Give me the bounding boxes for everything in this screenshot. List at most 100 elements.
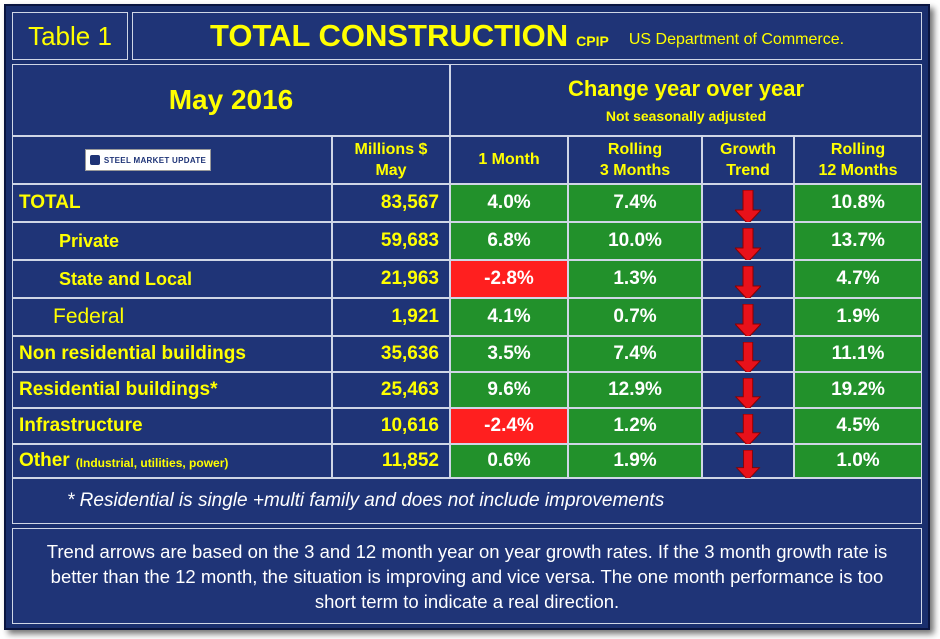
- rolling-12-value: 19.2%: [831, 379, 885, 400]
- logo-cell: STEEL MARKET UPDATE: [12, 136, 332, 184]
- down-arrow-icon: [735, 304, 761, 338]
- row-label-cell: Federal: [12, 298, 332, 336]
- header-rolling-3-line2: 3 Months: [599, 162, 671, 179]
- footnote-cell: * Residential is single +multi family an…: [12, 478, 922, 524]
- one-month-value: 0.6%: [487, 450, 531, 471]
- one-month-cell: 0.6%: [450, 444, 568, 478]
- rolling-3-value: 10.0%: [608, 230, 662, 251]
- row-label-cell: Other (Industrial, utilities, power): [12, 444, 332, 478]
- period-cell: May 2016: [12, 64, 450, 136]
- one-month-value: 4.0%: [487, 192, 531, 213]
- rolling-12-value: 1.9%: [836, 306, 880, 327]
- rolling-12-value: 10.8%: [831, 192, 885, 213]
- rolling-12-cell: 4.7%: [794, 260, 922, 298]
- one-month-value: -2.4%: [484, 415, 534, 436]
- header-growth-trend: Growth Trend: [702, 136, 794, 184]
- one-month-cell: -2.8%: [450, 260, 568, 298]
- row-label-cell: Non residential buildings: [12, 336, 332, 372]
- one-month-cell: 6.8%: [450, 222, 568, 260]
- millions-cell: 35,636: [332, 336, 450, 372]
- row-label-cell: Private: [12, 222, 332, 260]
- down-arrow-icon: [735, 228, 761, 262]
- rolling-3-value: 7.4%: [613, 343, 657, 364]
- millions-cell: 10,616: [332, 408, 450, 444]
- growth-trend-cell: [702, 444, 794, 480]
- row-label-cell: Residential buildings*: [12, 372, 332, 408]
- row-label: Other: [19, 450, 70, 471]
- growth-trend-cell: [702, 184, 794, 224]
- header-rolling-3: Rolling 3 Months: [568, 136, 702, 184]
- header-millions-line1: Millions $: [354, 141, 428, 158]
- adjustment-note: Not seasonally adjusted: [605, 108, 767, 124]
- rolling-12-cell: 4.5%: [794, 408, 922, 444]
- rolling-3-value: 0.7%: [613, 306, 657, 327]
- rolling-12-cell: 1.0%: [794, 444, 922, 478]
- explanation-cell: Trend arrows are based on the 3 and 12 m…: [12, 528, 922, 624]
- rolling-12-value: 1.0%: [836, 450, 880, 471]
- header-rolling-3-line1: Rolling: [607, 141, 663, 158]
- row-label: Non residential buildings: [19, 343, 246, 364]
- down-arrow-icon: [735, 414, 761, 446]
- row-label-cell: TOTAL: [12, 184, 332, 222]
- table-frame: Table 1 TOTAL CONSTRUCTION CPIP US Depar…: [4, 4, 930, 630]
- growth-trend-cell: [702, 298, 794, 338]
- millions-value: 21,963: [380, 268, 439, 289]
- header-one-month-label: 1 Month: [478, 151, 540, 168]
- rolling-3-cell: 1.2%: [568, 408, 702, 444]
- one-month-cell: 9.6%: [450, 372, 568, 408]
- one-month-value: 6.8%: [487, 230, 531, 251]
- table-label: Table 1: [28, 20, 112, 51]
- millions-value: 59,683: [380, 230, 439, 251]
- rolling-12-cell: 1.9%: [794, 298, 922, 336]
- title-suffix: CPIP: [576, 33, 609, 49]
- rolling-3-cell: 10.0%: [568, 222, 702, 260]
- one-month-value: 3.5%: [487, 343, 531, 364]
- rolling-3-cell: 7.4%: [568, 336, 702, 372]
- one-month-cell: 4.1%: [450, 298, 568, 336]
- rolling-3-cell: 12.9%: [568, 372, 702, 408]
- one-month-value: 4.1%: [487, 306, 531, 327]
- table-label-cell: Table 1: [12, 12, 128, 60]
- rolling-12-value: 4.7%: [836, 268, 880, 289]
- millions-cell: 59,683: [332, 222, 450, 260]
- change-header-cell: Change year over year Not seasonally adj…: [450, 64, 922, 136]
- header-millions: Millions $ May: [332, 136, 450, 184]
- rolling-12-cell: 11.1%: [794, 336, 922, 372]
- change-title: Change year over year: [567, 76, 805, 101]
- logo-mark-icon: [89, 155, 100, 165]
- down-arrow-icon: [735, 266, 761, 300]
- period-label: May 2016: [168, 84, 294, 115]
- millions-value: 10,616: [380, 415, 439, 436]
- header-rolling-12: Rolling 12 Months: [794, 136, 922, 184]
- millions-cell: 83,567: [332, 184, 450, 222]
- row-label: State and Local: [59, 268, 193, 289]
- row-label: Federal: [53, 305, 125, 328]
- header-growth-trend-line2: Trend: [726, 162, 770, 179]
- rolling-3-cell: 0.7%: [568, 298, 702, 336]
- row-sublabel: (Industrial, utilities, power): [75, 455, 229, 470]
- rolling-12-cell: 13.7%: [794, 222, 922, 260]
- millions-value: 25,463: [380, 379, 439, 400]
- rolling-12-cell: 19.2%: [794, 372, 922, 408]
- header-one-month: 1 Month: [450, 136, 568, 184]
- steel-market-update-logo: STEEL MARKET UPDATE: [85, 149, 211, 171]
- footnote: * Residential is single +multi family an…: [67, 490, 665, 511]
- row-label-cell: Infrastructure: [12, 408, 332, 444]
- row-label-cell: State and Local: [12, 260, 332, 298]
- header-rolling-12-line1: Rolling: [830, 141, 886, 158]
- growth-trend-cell: [702, 372, 794, 410]
- row-label: Infrastructure: [19, 415, 143, 436]
- title-cell: TOTAL CONSTRUCTION CPIP US Department of…: [132, 12, 922, 60]
- rolling-3-cell: 7.4%: [568, 184, 702, 222]
- header-growth-trend-line1: Growth: [720, 141, 776, 158]
- header-rolling-12-line2: 12 Months: [818, 162, 898, 179]
- one-month-cell: 3.5%: [450, 336, 568, 372]
- down-arrow-icon: [735, 378, 761, 410]
- header-millions-line2: May: [375, 162, 407, 179]
- source-note: US Department of Commerce.: [628, 31, 845, 48]
- logo-text: STEEL MARKET UPDATE: [103, 155, 207, 165]
- millions-cell: 25,463: [332, 372, 450, 408]
- one-month-cell: -2.4%: [450, 408, 568, 444]
- page-title: TOTAL CONSTRUCTION: [209, 18, 569, 53]
- rolling-12-value: 4.5%: [836, 415, 880, 436]
